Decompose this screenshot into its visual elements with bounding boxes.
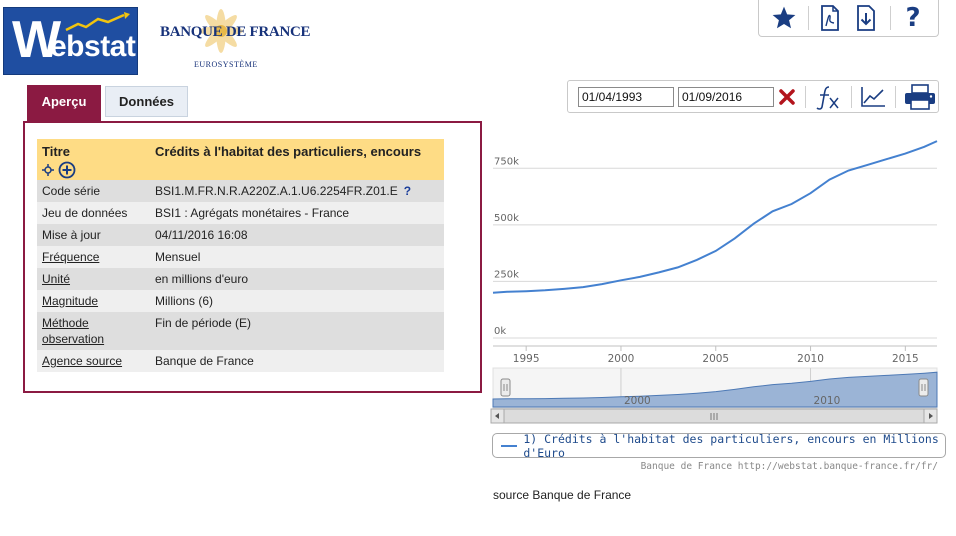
title-row: Titre Crédits à l'habitat des particulie… xyxy=(37,139,444,180)
magnitude-link[interactable]: Magnitude xyxy=(42,294,99,308)
table-row: Agence source Banque de France xyxy=(37,350,444,372)
logo-trend-icon xyxy=(65,12,130,32)
print-button[interactable] xyxy=(902,84,938,110)
webstat-logo[interactable]: W ebstat xyxy=(3,7,138,75)
banque-de-france-logo[interactable]: BANQUE DE FRANCE EUROSYSTÈME xyxy=(158,6,311,72)
bdf-name: BANQUE DE FRANCE xyxy=(160,24,311,40)
navigator-area xyxy=(492,371,938,408)
tab-donnees[interactable]: Données xyxy=(105,86,188,117)
favorite-button[interactable] xyxy=(769,3,799,33)
mise-a-jour-label: Mise à jour xyxy=(37,224,150,246)
y-tick-label: 500k xyxy=(494,213,519,224)
help-icon: ? xyxy=(905,3,921,33)
methode-observation-link[interactable]: Méthode observation xyxy=(42,316,104,346)
table-row: Code série BSI1.M.FR.N.R.A220Z.A.1.U6.22… xyxy=(37,180,444,202)
tab-apercu[interactable]: Aperçu xyxy=(27,85,101,121)
download-button[interactable] xyxy=(851,3,881,33)
series-line xyxy=(492,140,938,294)
frequence-link[interactable]: Fréquence xyxy=(42,250,100,264)
unite-link[interactable]: Unité xyxy=(42,272,71,286)
series-chart: 0k 250k 500k 750k 1995 2000 2005 2010 2015 2000… xyxy=(490,140,938,424)
y-tick-label: 0k xyxy=(494,326,506,337)
title-label: Titre xyxy=(42,144,70,159)
pdf-export-button[interactable] xyxy=(815,3,845,33)
code-serie-help-icon[interactable]: ? xyxy=(403,184,412,198)
x-tick-label: 2015 xyxy=(892,353,919,365)
add-circle-icon[interactable] xyxy=(58,161,76,179)
frequence-value: Mensuel xyxy=(150,246,444,268)
agence-source-value: Banque de France xyxy=(150,350,444,372)
methode-label-line1: Méthode xyxy=(42,316,89,330)
star-icon xyxy=(772,6,796,29)
date-range-bar xyxy=(567,80,939,113)
x-tick-label: 2005 xyxy=(702,353,729,365)
x-axis-labels: 1995 2000 2005 2010 2015 xyxy=(513,353,919,365)
chart-scrollbar[interactable] xyxy=(490,408,938,424)
agence-source-link[interactable]: Agence source xyxy=(42,354,123,368)
navigator-right-handle[interactable] xyxy=(918,378,929,397)
navigator-tick-label: 2000 xyxy=(624,395,651,407)
locate-icon[interactable] xyxy=(42,164,54,176)
start-date-input[interactable] xyxy=(578,87,674,107)
source-note: source Banque de France xyxy=(493,488,632,502)
magnitude-value: Millions (6) xyxy=(150,290,444,312)
chart-grid xyxy=(493,167,937,351)
y-tick-label: 250k xyxy=(494,269,519,280)
code-serie-value: BSI1.M.FR.N.R.A220Z.A.1.U6.2254FR.Z01.E xyxy=(155,184,398,198)
grip-icon xyxy=(710,413,718,420)
chart-legend[interactable]: 1) Crédits à l'habitat des particuliers,… xyxy=(492,431,946,460)
legend-swatch xyxy=(501,444,518,447)
line-chart-button[interactable] xyxy=(858,84,888,110)
series-info-table: Titre Crédits à l'habitat des particulie… xyxy=(37,139,444,372)
table-row: Fréquence Mensuel xyxy=(37,246,444,268)
x-tick-label: 2010 xyxy=(797,353,824,365)
bdf-subtitle: EUROSYSTÈME xyxy=(194,60,258,69)
close-icon xyxy=(779,89,795,105)
bdf-emblem-icon xyxy=(199,9,243,53)
navigator-tick-label: 2010 xyxy=(814,395,841,407)
jeu-de-donnees-label: Jeu de données xyxy=(37,202,150,224)
y-tick-label: 750k xyxy=(494,156,519,167)
top-toolbar: ? xyxy=(758,0,939,37)
webstat-logo-w: W xyxy=(12,11,62,69)
line-chart-icon xyxy=(861,87,885,107)
y-axis-labels: 0k 250k 500k 750k xyxy=(494,156,519,337)
table-row: Mise à jour 04/11/2016 16:08 xyxy=(37,224,444,246)
navigator[interactable]: 2000 2010 xyxy=(492,367,938,409)
chevron-right-icon xyxy=(929,413,933,419)
help-button[interactable]: ? xyxy=(898,3,928,33)
table-row: Unité en millions d'euro xyxy=(37,268,444,290)
methode-observation-value: Fin de période (E) xyxy=(150,312,444,350)
jeu-de-donnees-value: BSI1 : Agrégats monétaires - France xyxy=(150,202,444,224)
chevron-left-icon xyxy=(495,413,499,419)
table-row: Magnitude Millions (6) xyxy=(37,290,444,312)
x-tick-label: 1995 xyxy=(513,353,540,365)
navigator-left-handle[interactable] xyxy=(500,378,511,397)
chart-credit-link[interactable]: Banque de France http://webstat.banque-f… xyxy=(640,461,938,472)
webstat-logo-text: ebstat xyxy=(50,30,136,63)
unite-value: en millions d'euro xyxy=(150,268,444,290)
navigator-labels: 2000 2010 xyxy=(624,395,840,407)
formula-button[interactable] xyxy=(812,84,844,110)
pdf-export-icon xyxy=(821,5,839,31)
title-value: Crédits à l'habitat des particuliers, en… xyxy=(150,139,444,180)
mise-a-jour-value: 04/11/2016 16:08 xyxy=(150,224,444,246)
table-row: Jeu de données BSI1 : Agrégats monétaire… xyxy=(37,202,444,224)
series-info-panel: Titre Crédits à l'habitat des particulie… xyxy=(23,121,482,393)
printer-icon xyxy=(905,84,935,110)
function-fx-icon xyxy=(816,86,839,110)
legend-entry: 1) Crédits à l'habitat des particuliers,… xyxy=(523,431,939,460)
end-date-input[interactable] xyxy=(678,87,774,107)
code-serie-label: Code série xyxy=(37,180,150,202)
methode-label-line2: observation xyxy=(42,332,105,346)
clear-dates-button[interactable] xyxy=(776,84,798,110)
x-tick-label: 2000 xyxy=(608,353,635,365)
download-icon xyxy=(857,5,875,31)
table-row: Méthode observation Fin de période (E) xyxy=(37,312,444,350)
